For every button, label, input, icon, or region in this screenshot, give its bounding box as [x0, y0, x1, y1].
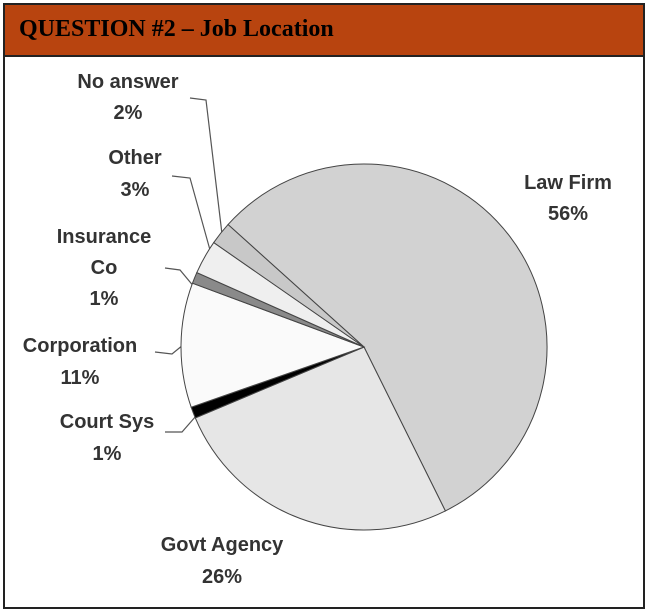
value-label: 56% [547, 203, 589, 225]
slice-label: Law Firm [524, 172, 612, 194]
slice-label: Other [108, 147, 162, 169]
value-label: 1% [89, 288, 119, 310]
chart-title: QUESTION #2 – Job Location [19, 16, 334, 42]
leader-line [164, 267, 196, 289]
pie-slice [213, 223, 365, 348]
value-label: 1% [92, 443, 122, 465]
slice-label: Insurance Co [56, 226, 152, 279]
pie-slice [194, 346, 447, 531]
leader-line [154, 344, 184, 355]
slice-label: Govt Agency [160, 534, 284, 556]
pie-slice [227, 163, 548, 512]
leader-line [171, 175, 211, 251]
header: QUESTION #2 – Job Location [5, 5, 643, 57]
slice-label: No answer [77, 71, 179, 93]
slice-label: Court Sys [59, 411, 155, 433]
value-label: 2% [113, 102, 143, 124]
value-label: 11% [60, 367, 100, 389]
pie-slice [180, 282, 366, 408]
slice-label: Corporation [22, 335, 138, 357]
value-label: 26% [201, 566, 243, 588]
leader-lines [154, 97, 223, 433]
value-label: 3% [120, 179, 150, 201]
leader-line [165, 415, 197, 433]
leader-line [189, 97, 223, 235]
